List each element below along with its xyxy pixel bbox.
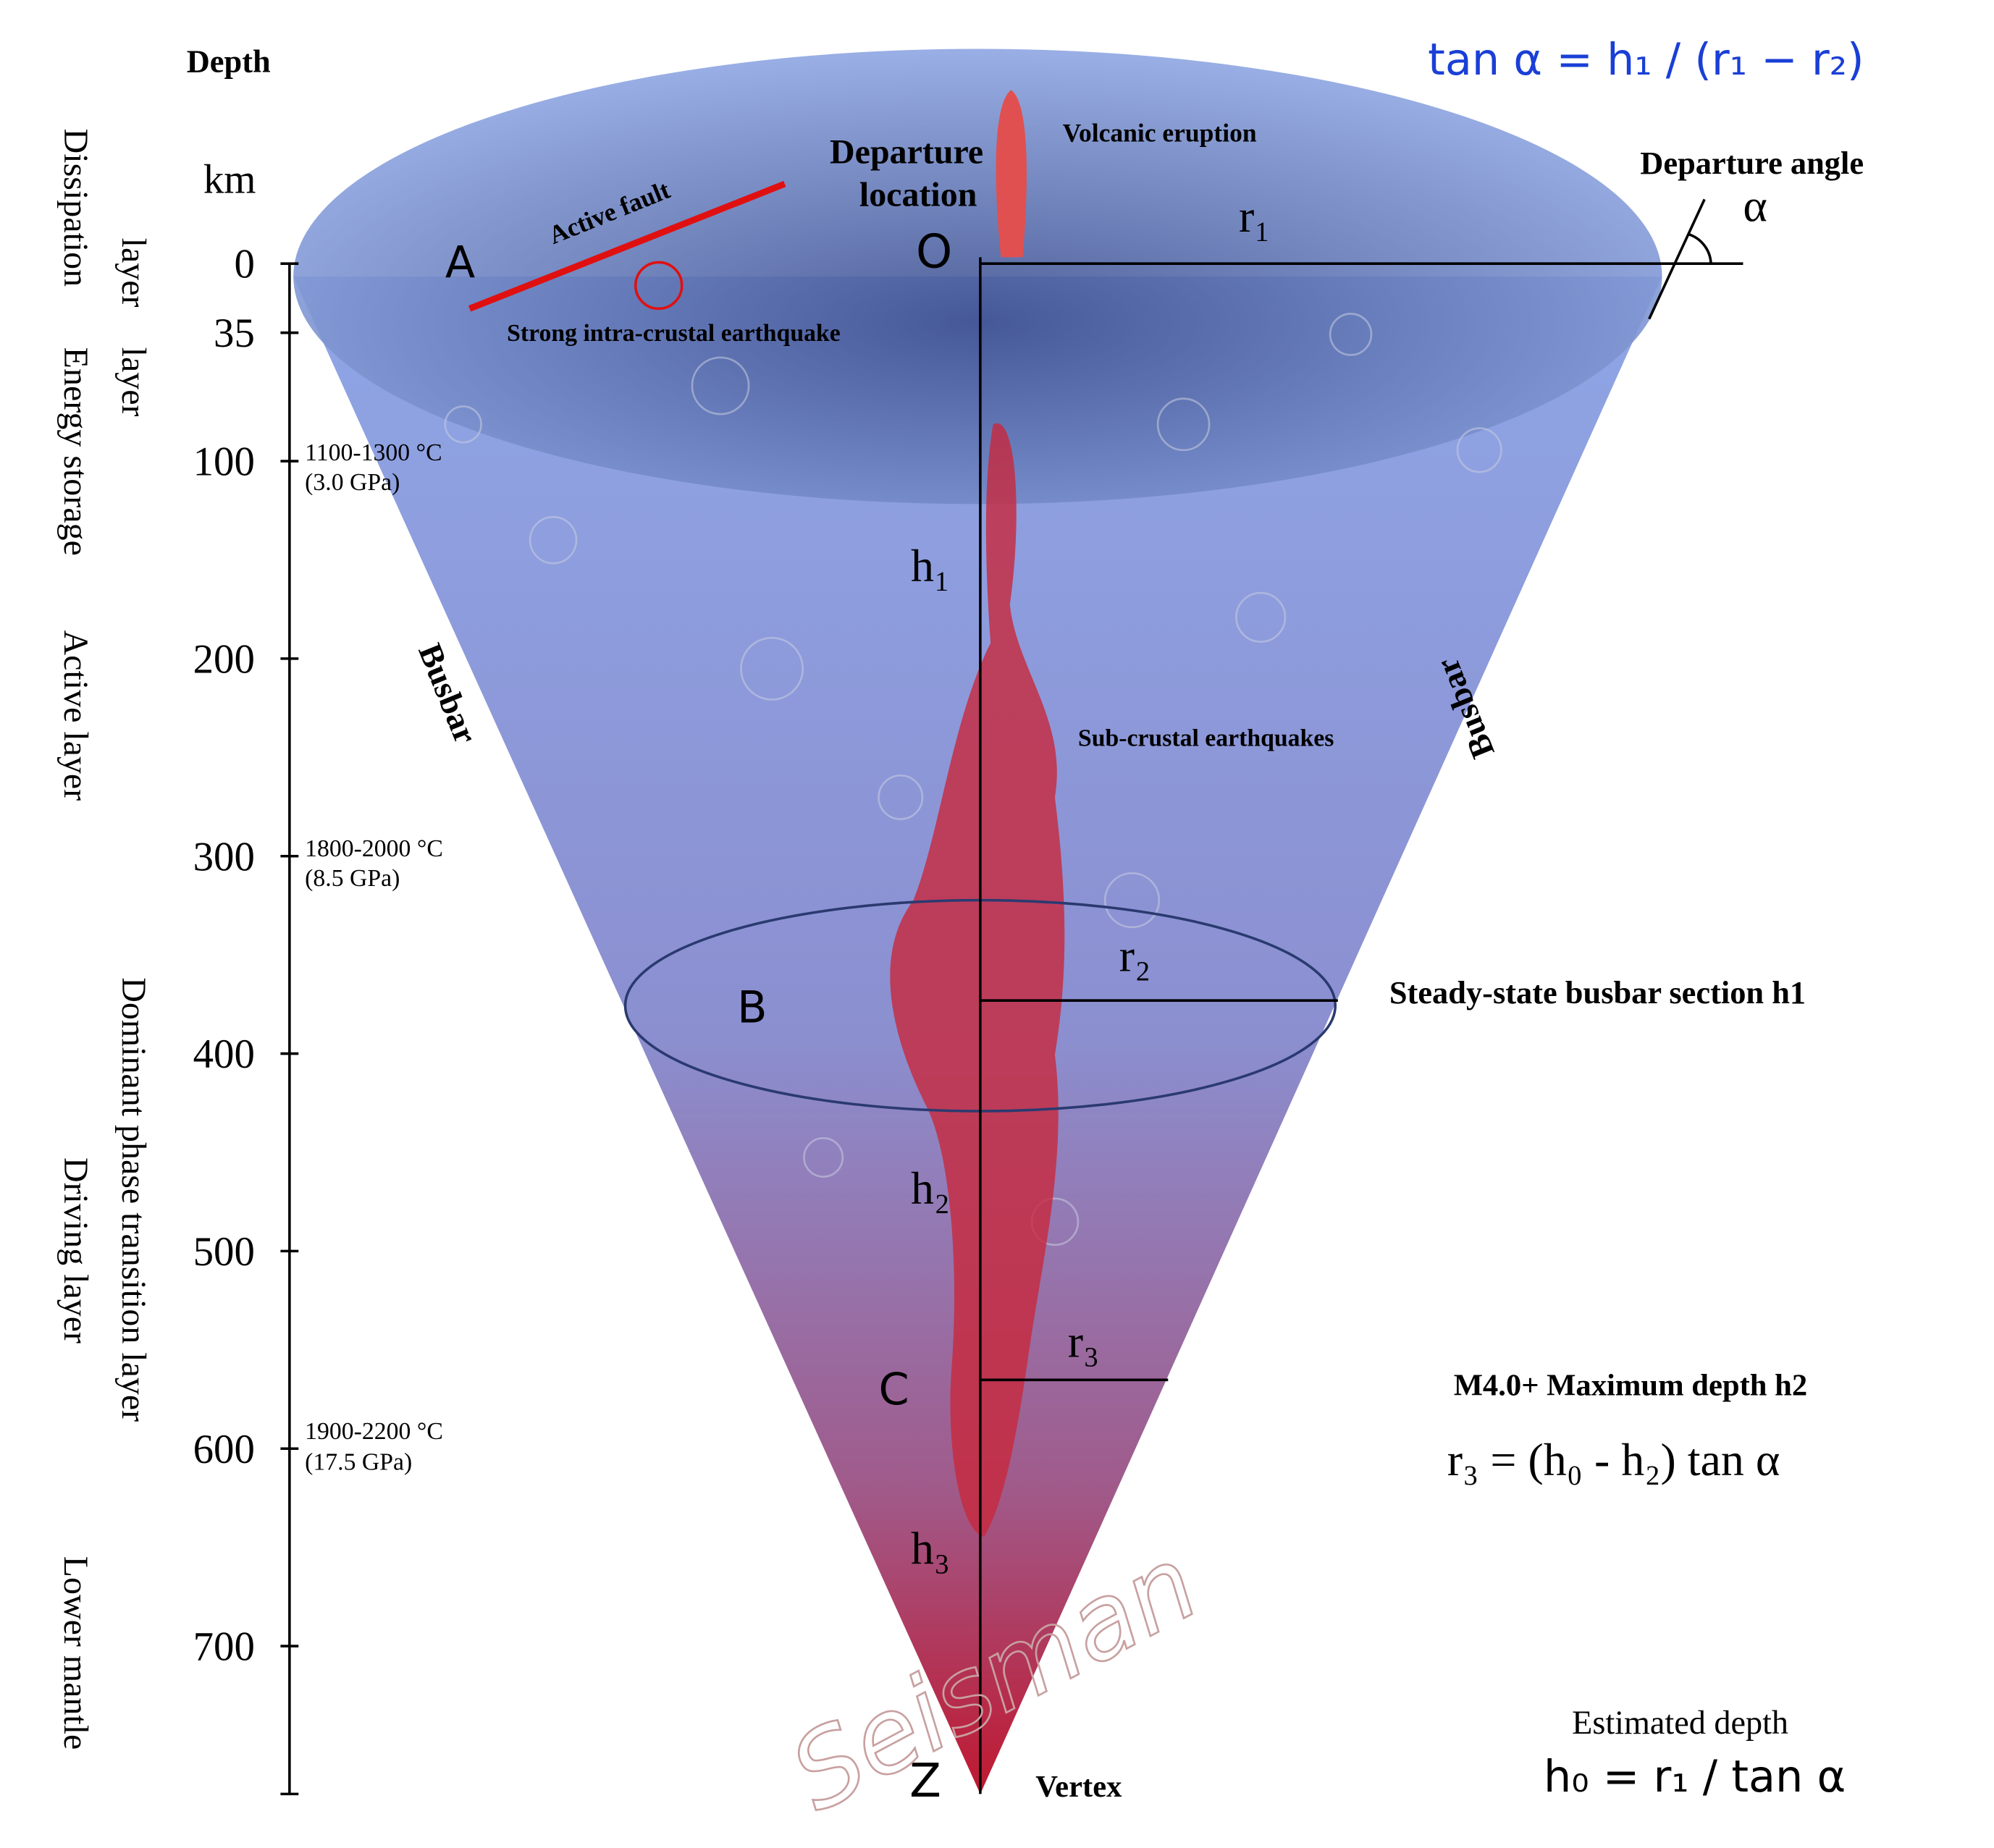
depth-tick-label: 35: [214, 311, 255, 356]
pressure: (8.5 GPa): [305, 865, 400, 892]
depth-tick-label: 700: [193, 1624, 255, 1670]
label: O: [916, 226, 952, 279]
eruption: [996, 90, 1027, 258]
layer: Energy storage: [56, 347, 95, 556]
depth-tick-label: 200: [193, 636, 255, 682]
magma-plume: [890, 423, 1065, 1537]
label: Volcanic eruption: [1063, 118, 1257, 147]
depth-label: Depth: [187, 43, 271, 79]
unit: km: [203, 156, 256, 202]
bubbles: [444, 313, 1502, 1246]
depth-tick-label: 600: [193, 1427, 255, 1472]
label: h₁: [911, 540, 950, 591]
depth-tick-label: 500: [193, 1229, 255, 1275]
formula: h₀ = r₁ / tan α: [1544, 1752, 1846, 1802]
conditions: 1100-1300 °C (3.0 GPa) 1800-2000 °C (8.5…: [305, 439, 443, 1476]
label: Estimated depth: [1572, 1704, 1788, 1741]
label: C: [879, 1364, 909, 1415]
label: Z: [909, 1755, 941, 1808]
layer: layer: [114, 238, 153, 308]
label: h₃: [911, 1522, 950, 1574]
label: r₂: [1119, 929, 1151, 981]
layers: Dissipation layer Energy storage layer A…: [56, 129, 153, 1750]
label: Departure angle: [1640, 145, 1864, 181]
depth-tick-label: 400: [193, 1031, 255, 1077]
label: location: [859, 175, 977, 214]
layer: Dissipation: [56, 129, 95, 287]
label: Sub-crustal earthquakes: [1078, 725, 1334, 751]
temperature: 1100-1300 °C: [305, 439, 442, 466]
layer: Dominant phase transition layer: [114, 977, 153, 1422]
label: r₃: [1068, 1315, 1100, 1367]
geometry-lines: [280, 198, 1743, 1796]
label: B: [737, 982, 767, 1033]
layer: Lower mantle: [56, 1556, 95, 1750]
cone-top: [293, 48, 1662, 505]
depth-tick-label: 0: [234, 242, 254, 287]
layer: layer: [114, 347, 153, 417]
pressure: (3.0 GPa): [305, 469, 400, 496]
depth-tick-label: 300: [193, 834, 255, 879]
temperature: 1900-2200 °C: [305, 1418, 443, 1445]
label: Steady-state busbar section h1: [1389, 974, 1806, 1011]
earthquake-marker: [634, 261, 683, 311]
depth-tick-label: 100: [193, 439, 255, 485]
label: h₂: [911, 1163, 950, 1214]
label: Strong intra-crustal earthquake: [507, 320, 841, 347]
label: Vertex: [1035, 1770, 1122, 1804]
formula: tan α = h₁ / (r₁ − r₂): [1428, 35, 1864, 85]
label: Departure: [830, 133, 983, 172]
pressure: (17.5 GPa): [305, 1449, 412, 1476]
layer: Driving layer: [56, 1157, 95, 1343]
label: α: [1743, 180, 1767, 232]
formula: r₃ = (h₀ - h₂) tan α: [1447, 1434, 1780, 1485]
fault-line: [468, 180, 786, 312]
label: r₁: [1239, 190, 1271, 242]
temperature: 1800-2000 °C: [305, 835, 443, 862]
label: M4.0+ Maximum depth h2: [1454, 1369, 1807, 1403]
label: A: [445, 238, 475, 289]
layer: Active layer: [56, 630, 95, 801]
